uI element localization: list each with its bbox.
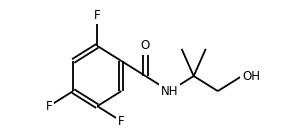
Text: F: F: [94, 9, 101, 22]
Text: F: F: [118, 115, 125, 128]
Text: NH: NH: [161, 85, 178, 98]
Text: F: F: [46, 100, 52, 113]
Text: O: O: [141, 39, 150, 52]
Text: OH: OH: [242, 70, 260, 82]
